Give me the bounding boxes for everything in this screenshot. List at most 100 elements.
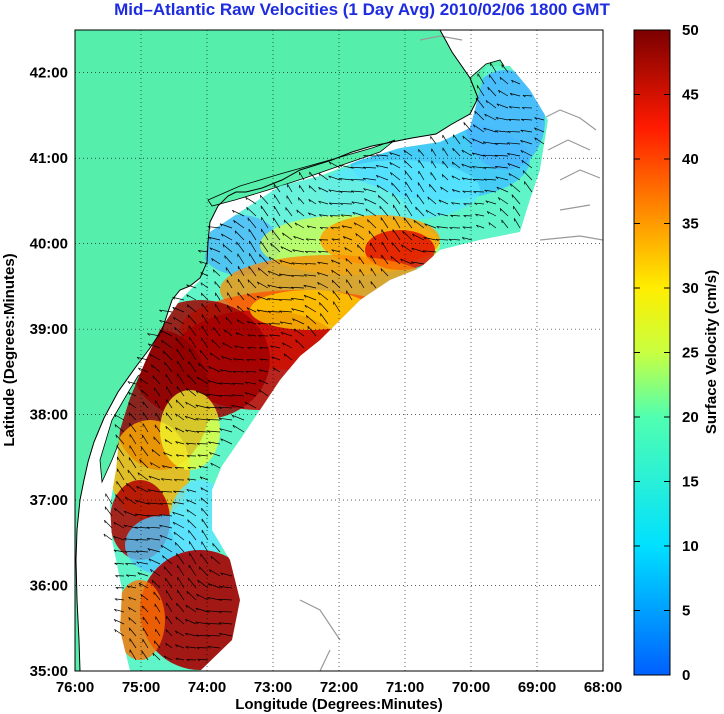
velocity-arrow-head [258,335,262,338]
velocity-arrow [476,85,485,97]
velocity-arrow-head [280,332,284,335]
velocity-arrow [219,633,233,637]
velocity-arrow-head [282,232,284,236]
velocity-arrow-head [494,143,498,146]
velocity-arrow [225,267,233,277]
velocity-arrow [188,529,197,541]
y-tick-label: 37:00 [30,492,68,509]
velocity-arrow [186,442,197,445]
velocity-arrow-head [418,149,420,153]
velocity-arrow-head [499,208,502,212]
velocity-arrow-head [355,233,358,237]
velocity-arrow [393,204,401,217]
velocity-arrow-head [195,634,199,638]
velocity-arrow-head [520,140,523,143]
velocity-arrow-head [104,520,106,524]
velocity-arrow-head [186,387,188,391]
velocity-arrow [261,216,269,229]
velocity-arrow-head [474,110,476,114]
velocity-arrow-head [391,242,393,246]
velocity-arrow [451,202,461,205]
velocity-arrow [128,596,137,601]
velocity-arrow-head [195,607,199,611]
velocity-arrow [489,74,497,85]
velocity-arrow [488,222,497,229]
velocity-arrow [511,194,521,205]
velocity-arrow-head [267,284,271,288]
velocity-arrow-head [317,282,320,286]
velocity-arrow [267,270,281,277]
velocity-arrow [127,585,137,589]
velocity-arrow [318,200,329,205]
velocity-arrow-head [485,200,489,204]
velocity-arrow-head [353,222,356,226]
velocity-arrow [188,361,197,373]
velocity-arrow-head [211,339,214,343]
plot-frame [74,29,604,672]
velocity-arrow-head [291,275,295,278]
velocity-arrow-head [258,389,261,393]
velocity-arrow-head [185,401,188,405]
velocity-arrow [451,175,461,181]
velocity-arrow [256,295,269,301]
velocity-arrow [308,212,317,217]
velocity-arrow [129,445,137,457]
colorbar-tick-label: 10 [682,538,699,555]
velocity-arrow [148,343,161,349]
velocity-arrow [271,356,281,361]
velocity-arrow-head [485,100,488,104]
velocity-arrow-head [308,199,311,203]
velocity-arrow [367,219,377,229]
velocity-arrow [142,638,149,649]
velocity-arrow [222,342,233,349]
velocity-arrow-head [123,510,127,514]
velocity-arrow [234,345,245,349]
velocity-arrow [195,390,209,397]
velocity-arrow-head [247,347,251,350]
velocity-arrow-head [150,364,153,368]
velocity-arrow [304,304,317,313]
velocity-arrow [117,468,125,481]
velocity-arrow [344,247,353,253]
velocity-arrow [225,316,233,325]
velocity-arrow-head [474,202,478,206]
velocity-arrow-head [283,219,286,223]
velocity-arrow-head [114,629,117,633]
velocity-arrow-head [210,556,213,560]
velocity-arrow-head [206,393,210,397]
velocity-arrow-head [452,148,454,152]
velocity-arrow-head [245,370,249,374]
velocity-arrow [379,205,389,217]
velocity-arrow [331,259,341,265]
velocity-arrow-head [151,580,154,584]
velocity-arrow-head [173,316,176,320]
velocity-arrow [232,383,245,385]
velocity-arrow-head [331,280,334,284]
velocity-arrow-head [195,404,199,408]
velocity-arrow [117,456,125,469]
velocity-arrow [137,472,149,481]
velocity-arrow-head [488,222,491,226]
grid-lines [75,30,603,671]
velocity-arrow-head [331,249,335,253]
velocity-arrow [147,502,161,505]
velocity-arrow [207,596,221,601]
velocity-arrow [376,184,389,193]
velocity-arrow-head [186,509,189,513]
velocity-arrow [142,412,149,421]
x-tick-label: 70:00 [452,679,490,696]
velocity-arrow [129,423,137,433]
velocity-arrow [126,482,137,493]
velocity-patch [140,550,260,670]
velocity-arrow-head [237,292,239,296]
velocity-arrow-head [164,439,167,443]
velocity-arrow [127,381,137,385]
velocity-arrow-head [401,244,404,248]
velocity-arrow-head [124,551,128,554]
velocity-arrow-head [175,413,178,417]
velocity-arrow [285,207,293,217]
velocity-arrow [175,630,185,637]
velocity-arrow [227,292,233,301]
velocity-arrow [161,340,173,349]
velocity-arrow-head [375,165,379,168]
